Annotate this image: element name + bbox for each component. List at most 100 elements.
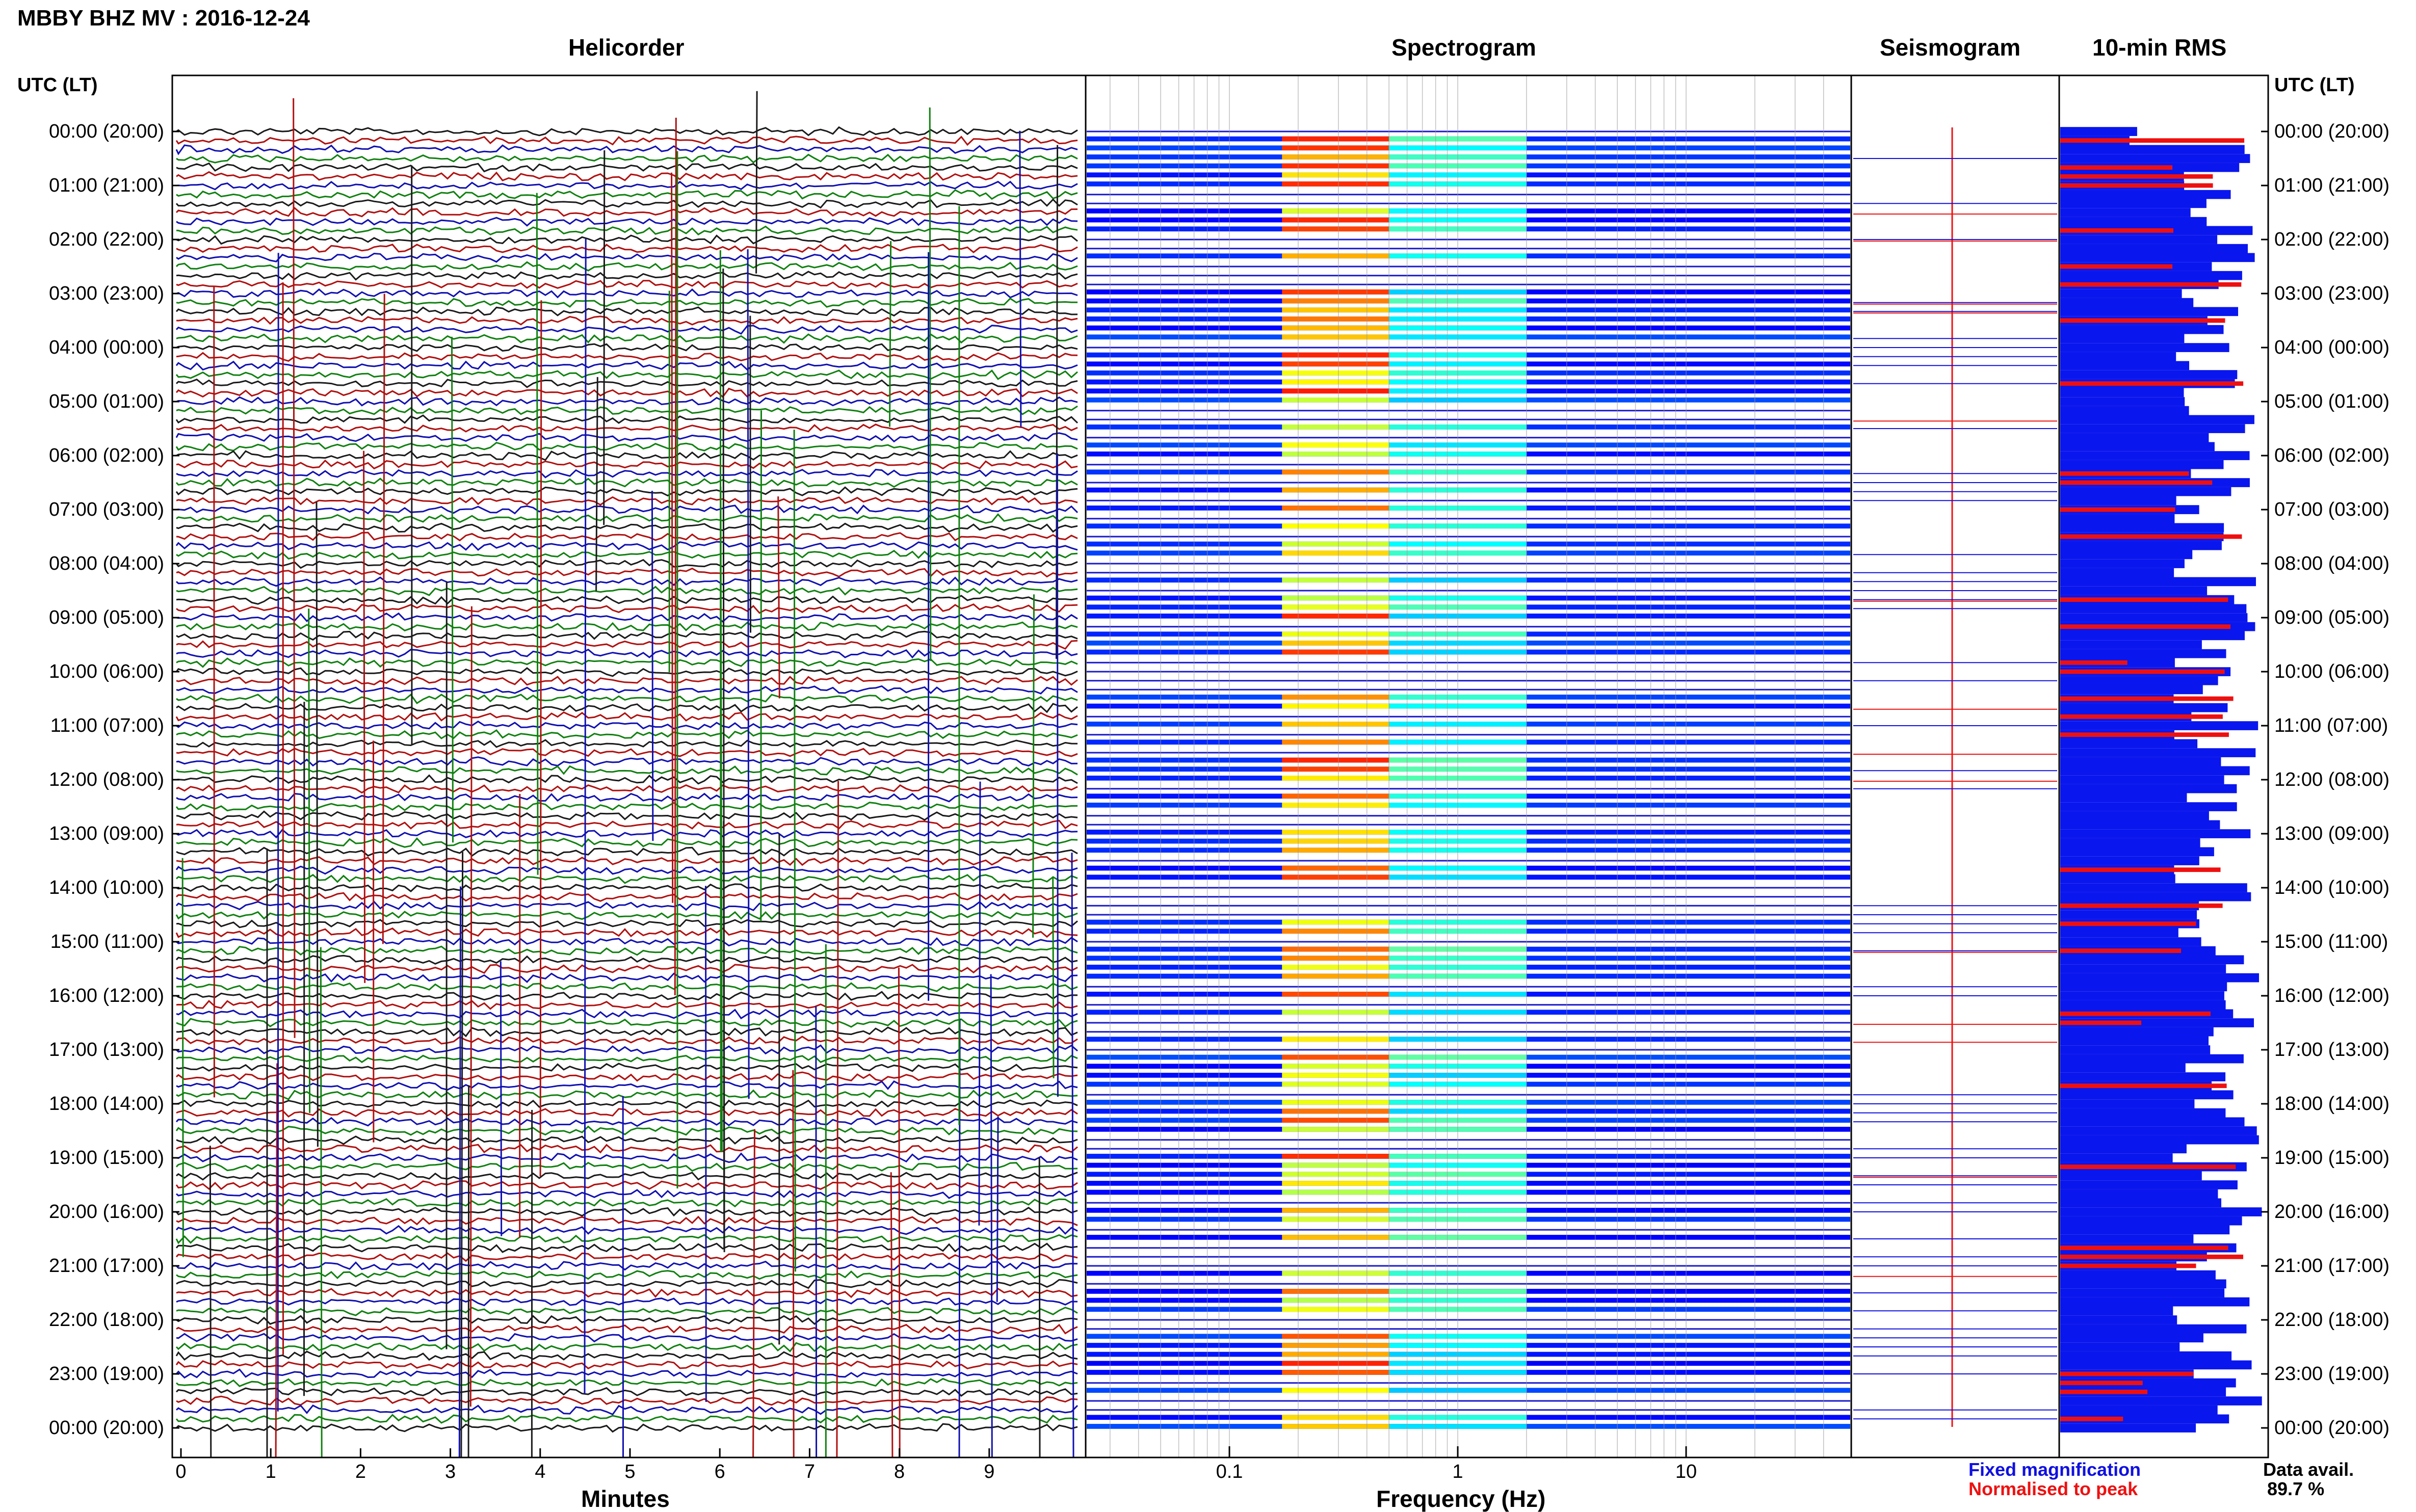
helicorder-trace xyxy=(176,425,1078,432)
helicorder-trace xyxy=(176,838,1078,847)
rms-normalised-bar xyxy=(2060,1012,2211,1016)
helicorder-trace xyxy=(176,461,1078,469)
helicorder-trace xyxy=(176,830,1078,837)
hour-label-right: 03:00 (23:00) xyxy=(2274,283,2389,304)
rms-normalised-bar xyxy=(2060,1245,2228,1250)
helicorder-trace xyxy=(176,1424,1078,1431)
rms-bar xyxy=(2060,1324,2246,1334)
rms-bar xyxy=(2060,1226,2229,1235)
rms-bar xyxy=(2060,739,2197,749)
rms-bar xyxy=(2060,937,2201,946)
helicorder-trace xyxy=(176,596,1078,604)
helicorder-spike xyxy=(452,337,453,842)
hour-label-left: 10:00 (06:00) xyxy=(49,661,164,682)
hour-label-left: 07:00 (03:00) xyxy=(49,499,164,520)
helicorder-spike xyxy=(672,173,673,903)
rms-bar xyxy=(2060,541,2222,550)
helicorder-spike xyxy=(537,193,538,875)
hour-label-left: 22:00 (18:00) xyxy=(49,1309,164,1331)
helicorder-trace xyxy=(176,533,1078,541)
helicorder-trace xyxy=(176,389,1078,397)
hour-label-left: 20:00 (16:00) xyxy=(49,1201,164,1223)
rms-normalised-bar xyxy=(2060,904,2223,908)
helicorder-trace xyxy=(176,776,1078,784)
hour-label-right: 07:00 (03:00) xyxy=(2274,499,2389,520)
rms-bar xyxy=(2060,1334,2203,1343)
rms-bar xyxy=(2060,676,2218,685)
helicorder-spike xyxy=(309,608,310,1113)
rms-bar xyxy=(2060,829,2250,838)
helicorder-trace xyxy=(176,973,1078,982)
rms-normalised-bar xyxy=(2060,138,2244,143)
helicorder-spike xyxy=(1053,877,1054,1078)
helicorder-trace xyxy=(176,137,1078,145)
rms-bar xyxy=(2060,685,2203,695)
helicorder-trace xyxy=(176,1298,1078,1306)
panel-frame xyxy=(1086,75,1851,1457)
minute-tick-label: 3 xyxy=(445,1461,456,1482)
helicorder-trace xyxy=(176,451,1078,460)
rms-normalised-bar xyxy=(2060,183,2213,188)
rms-bar xyxy=(2060,1118,2245,1127)
helicorder-trace xyxy=(176,569,1078,577)
rms-bar xyxy=(2060,568,2174,577)
panel-frame xyxy=(1851,75,2059,1457)
helicorder-trace xyxy=(176,1027,1078,1036)
panel-frames xyxy=(172,75,2268,1457)
helicorder-trace xyxy=(176,668,1078,676)
hour-label-left: 21:00 (17:00) xyxy=(49,1255,164,1277)
helicorder-trace xyxy=(176,487,1078,495)
helicorder-trace xyxy=(176,326,1078,334)
rms-normalised-bar xyxy=(2060,1372,2193,1376)
helicorder-trace xyxy=(176,811,1078,820)
helicorder-trace xyxy=(176,740,1078,747)
frequency-tick-label: 0.1 xyxy=(1216,1461,1243,1482)
rms-bar xyxy=(2060,1054,2244,1064)
rms-bar xyxy=(2060,550,2192,560)
helicorder-trace xyxy=(176,695,1078,703)
rms-bar xyxy=(2060,1189,2218,1199)
helicorder-trace xyxy=(176,722,1078,730)
rms-bar xyxy=(2060,442,2215,452)
rms-normalised-bar xyxy=(2060,319,2225,323)
rms-bar xyxy=(2060,775,2224,784)
helicorder-trace xyxy=(176,262,1078,271)
rms-bar xyxy=(2060,964,2226,973)
helicorder-trace xyxy=(176,1217,1078,1226)
rms-bar xyxy=(2060,1153,2173,1162)
helicorder-trace xyxy=(176,245,1078,252)
rms-bar xyxy=(2060,847,2214,857)
hour-label-right: 17:00 (13:00) xyxy=(2274,1039,2389,1060)
helicorder-trace xyxy=(176,902,1078,911)
rms-bar xyxy=(2060,289,2182,298)
rms-bar xyxy=(2060,586,2207,595)
rms-bar xyxy=(2060,154,2250,163)
rms-normalised-bar xyxy=(2060,282,2241,287)
hour-label-right: 00:00 (20:00) xyxy=(2274,1417,2389,1439)
helicorder-trace xyxy=(176,650,1078,657)
helicorder-trace xyxy=(176,514,1078,523)
helicorder-trace xyxy=(176,1001,1078,1009)
hour-label-right: 20:00 (16:00) xyxy=(2274,1201,2389,1223)
helicorder-spike xyxy=(753,1129,755,1457)
helicorder-spike xyxy=(793,1070,794,1457)
helicorder-trace xyxy=(176,1199,1078,1206)
helicorder-trace xyxy=(176,235,1078,244)
rms-bar xyxy=(2060,1135,2259,1145)
helicorder-spike xyxy=(837,781,838,1457)
rms-bar xyxy=(2060,1307,2173,1316)
rms-normalised-bar xyxy=(2060,1381,2143,1385)
helicorder-spike xyxy=(604,150,605,525)
helicorder-trace xyxy=(176,712,1078,721)
rms-bar xyxy=(2060,640,2202,649)
helicorder-trace xyxy=(176,1163,1078,1171)
rms-bar xyxy=(2060,325,2224,334)
helicorder-spike xyxy=(210,1146,211,1457)
rms-normalised-bar xyxy=(2060,1021,2141,1025)
helicorder-trace xyxy=(176,523,1078,532)
helicorder-trace xyxy=(176,289,1078,298)
helicorder-trace xyxy=(176,794,1078,802)
rms-bar xyxy=(2060,1361,2252,1370)
helicorder-spike xyxy=(540,300,541,1176)
helicorder-spike xyxy=(461,852,463,1457)
